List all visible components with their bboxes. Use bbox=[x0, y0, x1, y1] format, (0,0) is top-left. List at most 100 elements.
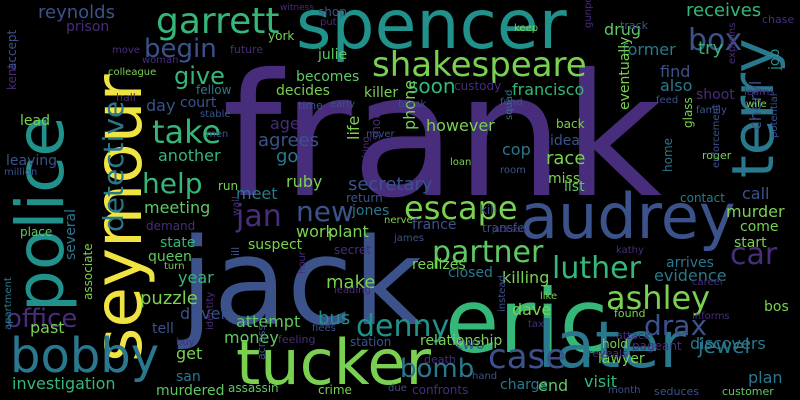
word-crime: crime bbox=[318, 383, 352, 397]
word-time: time bbox=[298, 99, 323, 112]
word-dave: dave bbox=[512, 300, 552, 319]
word-make: make bbox=[326, 272, 376, 293]
word-list: list bbox=[564, 179, 585, 195]
word-charge: charge bbox=[500, 377, 549, 393]
word-york: york bbox=[268, 29, 295, 43]
word-audrey: audrey bbox=[520, 180, 736, 253]
word-bobby: bobby bbox=[10, 328, 160, 384]
word-meeting: meeting bbox=[144, 198, 211, 217]
word-evidence: evidence bbox=[654, 266, 727, 285]
word-puzzle: puzzle bbox=[140, 288, 198, 309]
word-cop: cop bbox=[502, 140, 531, 159]
word-several: several bbox=[63, 208, 79, 260]
word-place: place bbox=[20, 225, 53, 239]
word-state: state bbox=[160, 235, 196, 251]
word-race: race bbox=[546, 148, 586, 169]
word-office: office bbox=[6, 304, 78, 334]
word-ill: ill bbox=[229, 246, 242, 256]
word-wall: wall bbox=[231, 196, 242, 216]
word-san: san bbox=[176, 369, 201, 385]
word-transfer: transfer bbox=[482, 221, 530, 235]
word-receives: receives bbox=[686, 0, 762, 21]
word-escape: escape bbox=[404, 189, 518, 227]
word-plan: plan bbox=[748, 368, 783, 387]
word-kill: kill bbox=[480, 203, 497, 217]
word-court: court bbox=[180, 95, 217, 111]
word-keep: keep bbox=[514, 23, 539, 34]
word-reynolds: reynolds bbox=[38, 2, 115, 23]
word-suspect: suspect bbox=[248, 237, 303, 253]
word-men: men bbox=[206, 129, 229, 140]
word-discovers: discovers bbox=[690, 334, 766, 353]
word-jan: jan bbox=[236, 199, 282, 234]
word-case: case bbox=[488, 337, 567, 377]
word-break: break bbox=[398, 99, 427, 110]
word-eric: eric bbox=[445, 270, 609, 373]
word-never: never bbox=[366, 129, 395, 140]
word-later: later bbox=[538, 309, 686, 383]
word-former: former bbox=[622, 40, 676, 59]
word-soon: soon bbox=[408, 74, 456, 98]
word-confronts: confronts bbox=[412, 383, 469, 397]
word-realizes: realizes bbox=[412, 257, 466, 273]
word-nerve: nerve bbox=[384, 215, 413, 226]
word-accept: accept bbox=[5, 29, 19, 70]
word-jack: jack bbox=[180, 214, 423, 353]
word-jones: jones bbox=[352, 203, 390, 219]
word-fund: fund bbox=[500, 97, 523, 108]
word-eventually: eventually bbox=[617, 36, 633, 110]
word-drax: drax bbox=[644, 309, 708, 342]
word-million: million bbox=[4, 167, 38, 178]
word-death: death bbox=[424, 353, 456, 366]
word-across: across bbox=[255, 324, 268, 360]
word-attempt: attempt bbox=[236, 312, 301, 331]
word-seduces: seduces bbox=[654, 385, 699, 398]
word-found: found bbox=[614, 307, 646, 320]
word-killer: killer bbox=[364, 85, 399, 101]
word-buy: buy bbox=[176, 337, 195, 348]
word-take: take bbox=[152, 113, 222, 151]
word-pageant: pageant bbox=[632, 339, 682, 353]
word-james: james bbox=[394, 233, 425, 244]
word-new: new bbox=[296, 195, 354, 228]
word-investigation: investigation bbox=[12, 374, 116, 393]
word-shakespeare: shakespeare bbox=[372, 45, 587, 85]
word-loan: loan bbox=[450, 157, 472, 168]
word-leaving: leaving bbox=[6, 153, 58, 169]
word-julie: julie bbox=[318, 47, 348, 63]
word-customer: customer bbox=[722, 385, 774, 398]
word-idea: idea bbox=[550, 133, 580, 149]
word-associate: associate bbox=[81, 243, 95, 300]
word-day: day bbox=[146, 96, 176, 115]
word-try: try bbox=[698, 38, 724, 59]
word-tell: tell bbox=[152, 321, 174, 337]
word-tax: tax bbox=[528, 319, 544, 330]
word-informs: informs bbox=[692, 311, 730, 322]
word-colleague: colleague bbox=[108, 67, 157, 78]
word-murdered: murdered bbox=[156, 383, 225, 399]
word-driver: driver bbox=[180, 304, 228, 323]
word-return: return bbox=[346, 191, 383, 205]
word-money: money bbox=[224, 328, 279, 347]
word-custody: custody bbox=[454, 79, 502, 93]
word-becomes: becomes bbox=[296, 69, 360, 85]
word-another: another bbox=[158, 146, 221, 165]
word-hold: hold bbox=[602, 337, 628, 351]
word-fellow: fellow bbox=[196, 83, 232, 97]
word-garrett: garrett bbox=[156, 1, 280, 42]
word-future: future bbox=[230, 43, 264, 56]
word-year: year bbox=[178, 268, 214, 287]
word-queen: queen bbox=[148, 249, 192, 265]
word-secret: secret bbox=[334, 243, 371, 257]
word-early: early bbox=[330, 99, 356, 110]
word-bus: bus bbox=[318, 308, 351, 329]
word-miss: miss bbox=[548, 171, 581, 187]
word-luther: luther bbox=[552, 251, 641, 286]
word-killing: killing bbox=[502, 268, 550, 287]
word-partner: partner bbox=[432, 235, 544, 270]
word-apartment: apartment bbox=[3, 277, 14, 330]
word-room: room bbox=[500, 165, 526, 176]
word-lawyer: lawyer bbox=[598, 351, 645, 367]
word-run: run bbox=[218, 179, 239, 193]
